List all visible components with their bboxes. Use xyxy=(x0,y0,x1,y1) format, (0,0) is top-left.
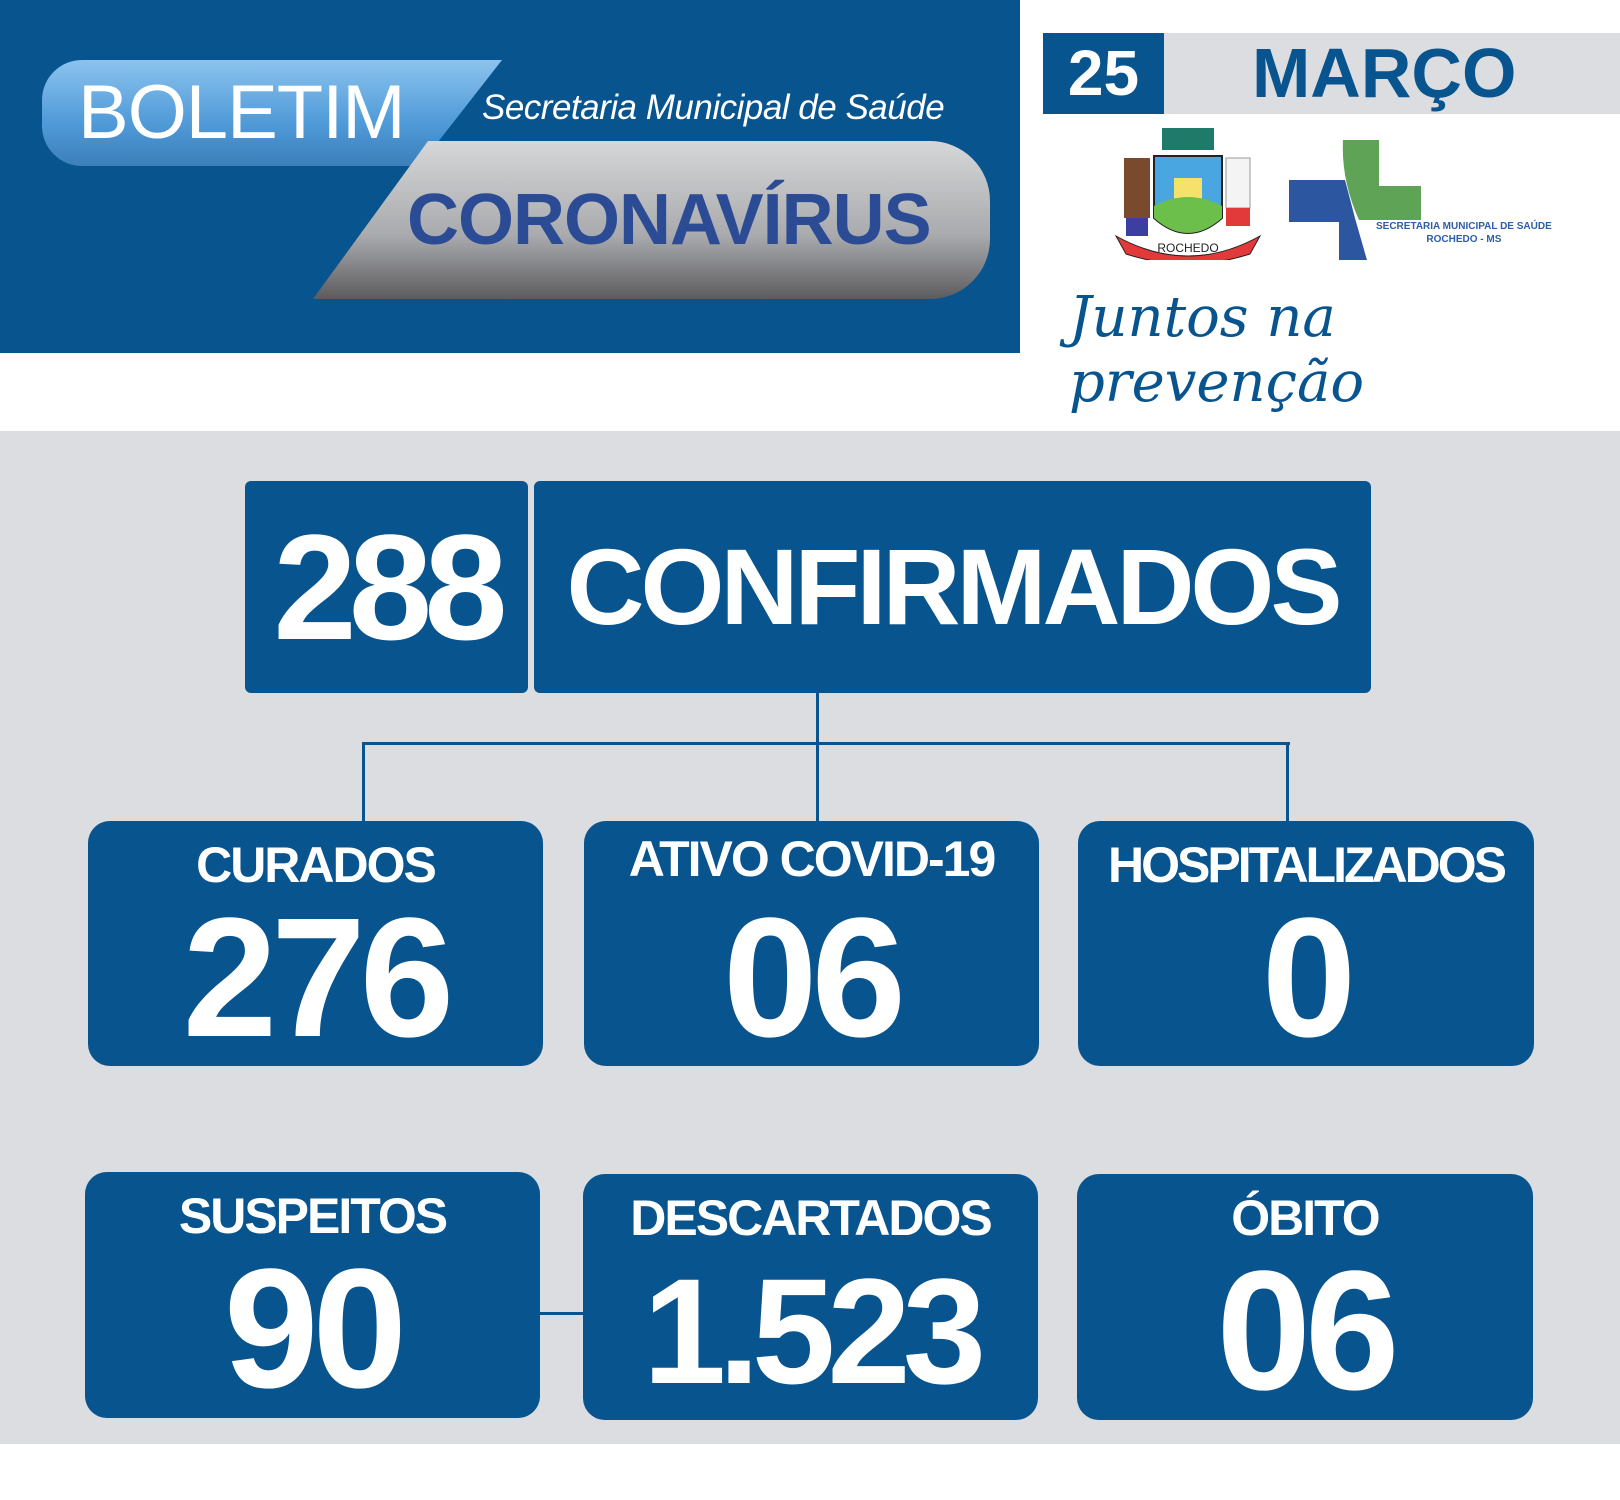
connector-line xyxy=(1286,742,1289,821)
stat-value: 0 xyxy=(1261,883,1357,1073)
stat-suspeitos: SUSPEITOS 90 xyxy=(85,1172,540,1418)
stat-value: 276 xyxy=(182,883,455,1073)
stat-curados: CURADOS 276 xyxy=(88,821,543,1066)
stat-value: 06 xyxy=(722,883,906,1073)
secretaria-label: Secretaria Municipal de Saúde xyxy=(482,88,945,127)
stat-value: 90 xyxy=(223,1234,407,1424)
stat-label: ATIVO COVID-19 xyxy=(628,831,997,887)
date-month: MARÇO xyxy=(1164,33,1620,114)
confirmed-label: CONFIRMADOS xyxy=(534,481,1371,693)
stat-label: DESCARTADOS xyxy=(630,1190,992,1246)
boletim-label: BOLETIM xyxy=(42,60,502,166)
confirmed-count: 288 xyxy=(245,481,528,693)
stat-label: CURADOS xyxy=(196,837,437,893)
connector-line xyxy=(816,693,819,821)
stat-value: 06 xyxy=(1216,1236,1399,1426)
health-dept-line2: ROCHEDO - MS xyxy=(1426,234,1502,245)
stat-hospitalizados: HOSPITALIZADOS 0 xyxy=(1078,821,1534,1066)
crest-text: ROCHEDO xyxy=(1157,241,1218,255)
stat-label: HOSPITALIZADOS xyxy=(1108,837,1507,893)
rochedo-crest-logo: ROCHEDO xyxy=(1114,128,1262,260)
stat-value: 1.523 xyxy=(642,1247,986,1415)
health-dept-line1: SECRETARIA MUNICIPAL DE SAÚDE xyxy=(1376,221,1552,232)
health-dept-text: SECRETARIA MUNICIPAL DE SAÚDE ROCHEDO - … xyxy=(1376,220,1552,246)
stat-label: ÓBITO xyxy=(1231,1190,1380,1246)
connector-line xyxy=(362,742,365,821)
connector-line xyxy=(362,742,1290,745)
stat-descartados: DESCARTADOS 1.523 xyxy=(583,1174,1038,1420)
coronavirus-title: CORONAVÍRUS xyxy=(313,141,990,299)
stat-obito: ÓBITO 06 xyxy=(1077,1174,1533,1420)
health-cross-logo xyxy=(1289,140,1421,260)
slogan: Juntos na prevenção xyxy=(1069,285,1365,415)
connector-line xyxy=(540,1312,584,1315)
date-day: 25 xyxy=(1043,33,1164,114)
stat-label: SUSPEITOS xyxy=(178,1188,448,1244)
stat-ativo: ATIVO COVID-19 06 xyxy=(584,821,1039,1066)
